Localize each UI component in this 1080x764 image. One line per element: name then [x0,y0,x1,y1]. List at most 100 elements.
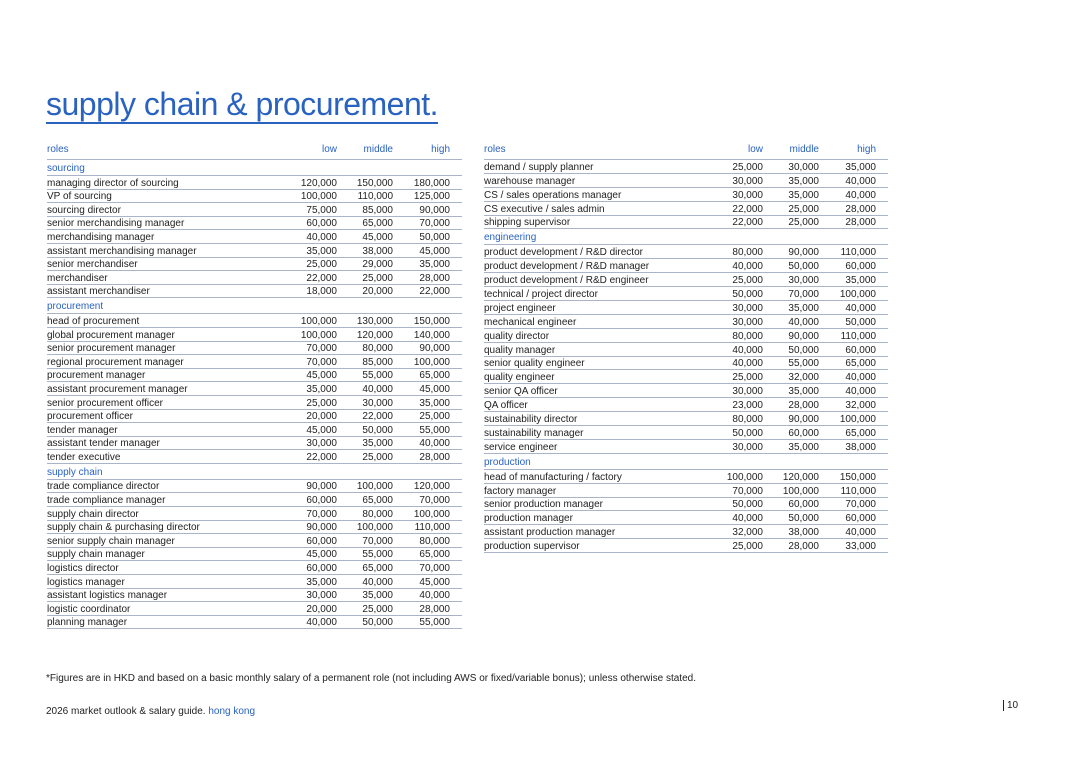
role-cell: assistant procurement manager [47,383,188,395]
role-cell: technical / project director [484,289,598,301]
role-cell: senior production manager [484,499,603,511]
salary-cell: 28,000 [419,451,450,463]
role-cell: planning manager [47,617,128,629]
salary-cell: 40,000 [845,386,876,398]
table-row: product development / R&D director 80,000… [484,245,888,260]
table-row: senior quality engineer 40,000 55,000 65,00… [484,357,888,371]
salary-cell: 40,000 [845,527,876,539]
role-cell: head of procurement [47,315,140,327]
role-cell: tender manager [47,424,118,436]
salary-cell: 75,000 [306,204,337,216]
role-cell: product development / R&D manager [484,261,650,273]
salary-cell: 40,000 [845,189,876,201]
salary-cell: 70,000 [732,485,763,497]
salary-cell: 90,000 [306,522,337,534]
role-cell: procurement officer [47,411,133,423]
table-row: sustainability manager 50,000 60,000 65,000 [484,426,888,440]
salary-cell: 100,000 [413,508,450,520]
table-row: procurement officer 20,000 22,000 25,000 [47,410,462,424]
role-cell: tender executive [47,451,121,463]
section-label: procurement [47,301,104,313]
salary-cell: 80,000 [362,343,393,355]
salary-cell: 60,000 [845,513,876,525]
salary-cell: 60,000 [306,535,337,547]
salary-cell: 80,000 [732,330,763,342]
salary-cell: 100,000 [839,289,876,301]
salary-cell: 55,000 [419,424,450,436]
salary-cell: 25,000 [788,203,819,215]
salary-cell: 65,000 [419,370,450,382]
role-cell: senior procurement officer [47,397,163,409]
role-cell: service engineer [484,441,558,453]
salary-cell: 30,000 [732,189,763,201]
salary-cell: 60,000 [306,563,337,575]
salary-cell: 90,000 [306,481,337,493]
salary-cell: 25,000 [788,217,819,229]
salary-cell: 30,000 [732,316,763,328]
table-row: CS / sales operations manager 30,000 35,00… [484,188,888,202]
salary-cell: 30,000 [306,438,337,450]
salary-cell: 35,000 [788,441,819,453]
salary-cell: 35,000 [845,275,876,287]
table-row: merchandising manager 40,000 45,000 50,000 [47,230,462,244]
salary-cell: 65,000 [845,358,876,370]
salary-cell: 28,000 [788,541,819,553]
table-row: senior procurement manager 70,000 80,000 90… [47,342,462,356]
table-row: product development / R&D engineer 25,000… [484,273,888,288]
header-row: roles low middle high [47,140,462,160]
salary-cell: 30,000 [788,161,819,173]
page-title: supply chain & procurement. [46,86,439,124]
salary-cell: 32,000 [788,372,819,384]
salary-cell: 55,000 [788,358,819,370]
role-cell: product development / R&D engineer [484,275,649,287]
role-cell: quality manager [484,344,556,356]
salary-cell: 150,000 [839,471,876,483]
salary-cell: 50,000 [732,427,763,439]
salary-cell: 110,000 [357,191,393,203]
table-row: managing director of sourcing 120,000 150,… [47,176,462,190]
salary-cell: 40,000 [732,513,763,525]
salary-cell: 70,000 [306,343,337,355]
salary-cell: 40,000 [306,231,337,243]
role-cell: assistant merchandising manager [47,245,197,257]
role-cell: assistant merchandiser [47,286,150,298]
table-row: production manager 40,000 50,000 60,000 [484,511,888,526]
salary-cell: 60,000 [788,427,819,439]
salary-cell: 30,000 [306,590,337,602]
salary-cell: 33,000 [845,541,876,553]
table-row: planning manager 40,000 50,000 55,000 [47,616,462,630]
role-cell: warehouse manager [484,175,576,187]
role-cell: senior supply chain manager [47,535,175,547]
salary-cell: 100,000 [356,522,393,534]
salary-cell: 120,000 [356,329,393,341]
footer-text: 2026 market outlook & salary guide. [46,706,206,717]
role-cell: CS executive / sales admin [484,203,605,215]
footer: 2026 market outlook & salary guide. hong… [46,706,255,717]
salary-cell: 70,000 [306,356,337,368]
salary-cell: 35,000 [362,438,393,450]
salary-cell: 110,000 [840,485,876,497]
salary-cell: 25,000 [306,397,337,409]
column-header: roles [47,144,69,155]
salary-cell: 65,000 [362,218,393,230]
salary-cell: 50,000 [788,344,819,356]
table-row: service engineer 30,000 35,000 38,000 [484,440,888,454]
table-row: shipping supervisor 22,000 25,000 28,000 [484,216,888,230]
salary-cell: 65,000 [362,563,393,575]
table-row: supply chain manager 45,000 55,000 65,000 [47,548,462,562]
salary-cell: 28,000 [788,400,819,412]
role-cell: QA officer [484,400,528,412]
salary-cell: 90,000 [788,414,819,426]
salary-cell: 50,000 [788,261,819,273]
salary-cell: 25,000 [362,603,393,615]
table-row: assistant tender manager 30,000 35,000 40,0… [47,437,462,451]
role-cell: product development / R&D director [484,247,643,259]
salary-table: roles low middle high demand / supply planne… [484,140,888,554]
salary-cell: 25,000 [732,541,763,553]
salary-cell: 35,000 [788,302,819,314]
column-header: roles [484,144,506,155]
salary-cell: 85,000 [362,356,393,368]
salary-cell: 32,000 [732,527,763,539]
role-cell: assistant production manager [484,527,616,539]
salary-cell: 22,000 [732,203,763,215]
